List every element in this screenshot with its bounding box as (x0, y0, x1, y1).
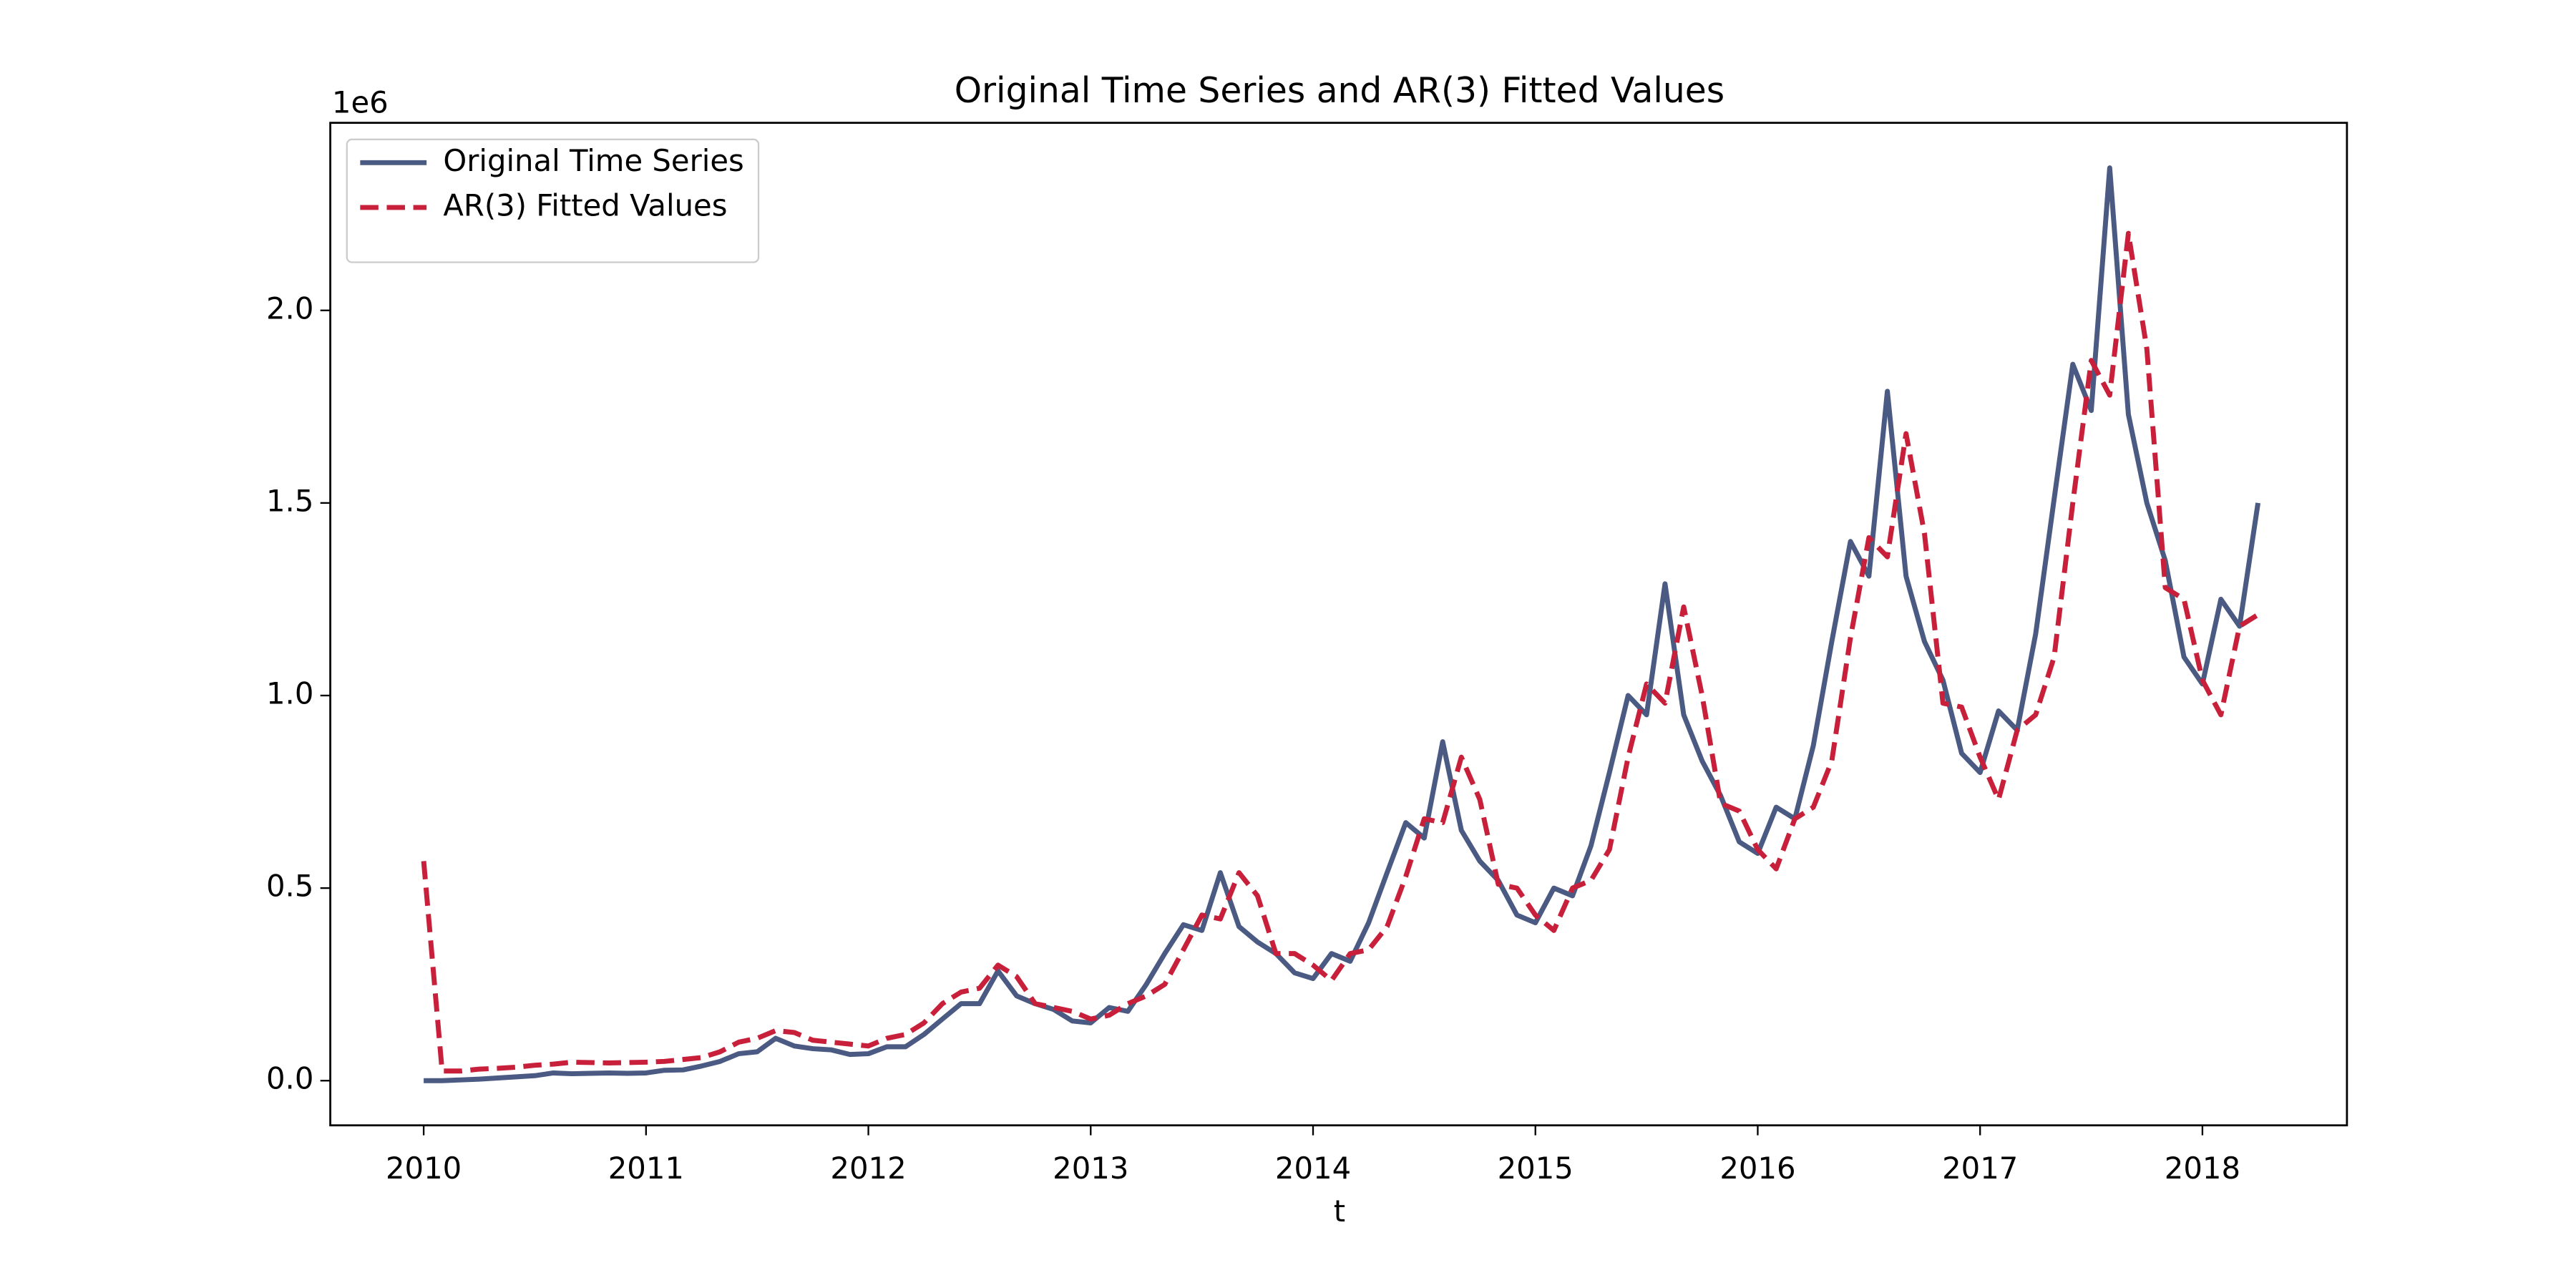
legend-box (346, 138, 760, 263)
legend: Original Time Series AR(3) Fitted Values (346, 138, 760, 263)
x-tick-label: 2014 (1275, 1151, 1351, 1186)
x-tick-label: 2013 (1053, 1151, 1128, 1186)
series-line (424, 165, 2261, 1083)
series-line (421, 230, 2260, 1074)
legend-label: AR(3) Fitted Values (443, 187, 727, 223)
x-tick-label: 2015 (1498, 1151, 1574, 1186)
y-tick-label: 1.0 (266, 676, 313, 711)
y-tick-label: 1.5 (266, 483, 313, 518)
x-tick-label: 2017 (1942, 1151, 2018, 1186)
x-axis-label: t (1334, 1194, 1345, 1229)
y-tick-label: 0.5 (266, 869, 313, 904)
legend-label: Original Time Series (443, 143, 743, 178)
x-tick-label: 2011 (608, 1151, 684, 1186)
y-tick-label: 0.0 (266, 1061, 313, 1096)
x-tick-label: 2012 (830, 1151, 906, 1186)
y-offset-label: 1e6 (332, 85, 389, 120)
plot-frame (329, 122, 2348, 1127)
y-tick-label: 2.0 (266, 291, 313, 326)
x-tick-label: 2010 (386, 1151, 462, 1186)
x-tick-label: 2016 (1719, 1151, 1795, 1186)
chart-title: Original Time Series and AR(3) Fitted Va… (955, 71, 1724, 111)
x-tick-label: 2018 (2165, 1151, 2240, 1186)
